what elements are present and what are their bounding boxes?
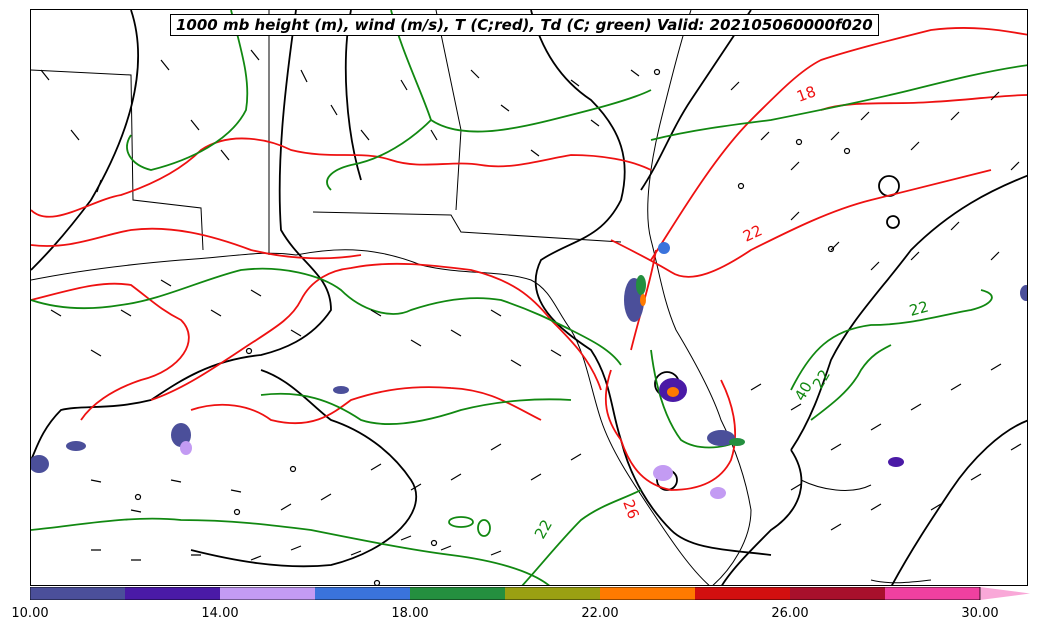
colorbar-tick-label: 26.00 [771, 606, 809, 621]
colorbar-segment [30, 587, 126, 600]
map-panel: 18 22 22 22 22 40 26 [30, 9, 1028, 586]
colorbar-tick-label: 30.00 [961, 606, 999, 621]
calm-wind-circles [134, 68, 851, 585]
colorbar-extend-arrow [980, 587, 1030, 600]
contour-label: 18 [794, 82, 818, 105]
contour-label: 22 [907, 298, 930, 320]
colorbar-segment [790, 587, 886, 600]
contour-label-group: 18 22 22 22 22 40 26 [531, 82, 931, 542]
map-canvas: 18 22 22 22 22 40 26 [31, 10, 1027, 585]
colorbar-tick-label: 22.00 [581, 606, 619, 621]
colorbar [30, 587, 1030, 600]
map-title: 1000 mb height (m), wind (m/s), T (C;red… [170, 14, 879, 36]
dewpoint-contours [31, 10, 1027, 585]
precipitation-shading [31, 242, 1027, 499]
colorbar-tick-label: 10.00 [11, 606, 49, 621]
contour-label: 22 [531, 516, 556, 542]
colorbar-segment [600, 587, 696, 600]
colorbar-tick-label: 14.00 [201, 606, 239, 621]
colorbar-segment [315, 587, 411, 600]
colorbar-segment [505, 587, 601, 600]
colorbar-segment [410, 587, 506, 600]
colorbar-segment [695, 587, 791, 600]
wind-barbs [40, 49, 1022, 561]
colorbar-segment [220, 587, 316, 600]
contour-label: 22 [740, 221, 765, 245]
colorbar-segment [885, 587, 981, 600]
colorbar-tick-label: 18.00 [391, 606, 429, 621]
contour-label: 26 [619, 497, 642, 521]
colorbar-segment [125, 587, 221, 600]
